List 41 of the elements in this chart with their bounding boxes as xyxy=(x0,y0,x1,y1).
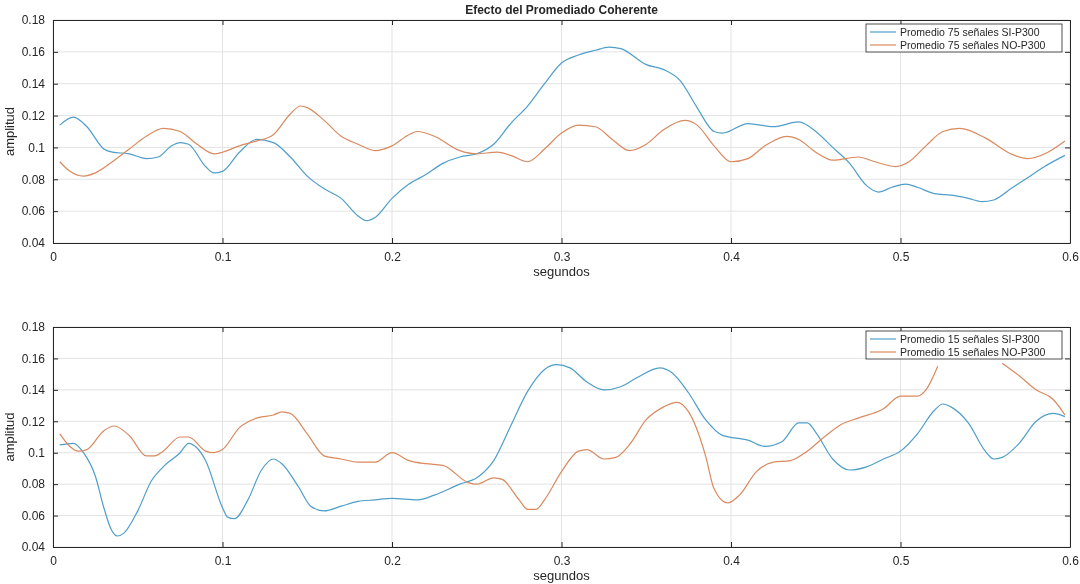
y-tick-label: 0.14 xyxy=(21,77,46,92)
x-tick-label: 0.1 xyxy=(214,553,232,568)
x-tick-label: 0.4 xyxy=(723,249,741,264)
line-series xyxy=(59,105,1066,177)
chart-title: Efecto del Promediado Coherente xyxy=(465,3,659,17)
x-tick-label: 0.3 xyxy=(553,553,571,568)
legend-label: Promedio 15 señales SI-P300 xyxy=(900,333,1040,345)
x-tick-label: 0.5 xyxy=(892,249,910,264)
y-axis-title: amplitud xyxy=(2,412,17,462)
y-tick-label: 0.16 xyxy=(21,351,46,366)
x-tick-label: 0.6 xyxy=(1062,553,1080,568)
y-tick-label: 0.08 xyxy=(21,477,46,492)
x-tick-label: 0.4 xyxy=(723,553,741,568)
y-tick-label: 0.12 xyxy=(21,414,46,429)
y-tick-label: 0.1 xyxy=(28,446,46,461)
x-tick-label: 0.1 xyxy=(214,249,232,264)
y-tick-label: 0.18 xyxy=(21,13,46,28)
x-tick-label: 0 xyxy=(50,553,58,568)
x-tick-label: 0.2 xyxy=(384,249,402,264)
y-axis-title: amplitud xyxy=(2,106,17,157)
x-tick-label: 0.5 xyxy=(892,553,910,568)
y-tick-label: 0.06 xyxy=(21,204,46,219)
x-tick-label: 0 xyxy=(50,249,58,264)
y-tick-label: 0.08 xyxy=(21,172,46,187)
y-tick-label: 0.14 xyxy=(21,383,46,398)
legend-label: Promedio 15 señales NO-P300 xyxy=(900,346,1046,358)
x-tick-label: 0.6 xyxy=(1062,249,1080,264)
x-tick-label: 0.2 xyxy=(384,553,402,568)
legend-label: Promedio 75 señales SI-P300 xyxy=(900,26,1040,38)
x-axis-title: segundos xyxy=(533,568,591,583)
legend-label: Promedio 75 señales NO-P300 xyxy=(900,39,1046,51)
y-tick-label: 0.16 xyxy=(21,45,46,60)
y-tick-label: 0.04 xyxy=(21,540,46,555)
y-tick-label: 0.18 xyxy=(21,320,46,335)
y-tick-label: 0.12 xyxy=(21,108,46,123)
x-axis-title: segundos xyxy=(533,264,591,279)
line-series xyxy=(59,364,1066,537)
y-tick-label: 0.06 xyxy=(21,508,46,523)
x-tick-label: 0.3 xyxy=(553,249,571,264)
y-tick-label: 0.1 xyxy=(28,140,46,155)
y-tick-label: 0.04 xyxy=(21,236,46,251)
